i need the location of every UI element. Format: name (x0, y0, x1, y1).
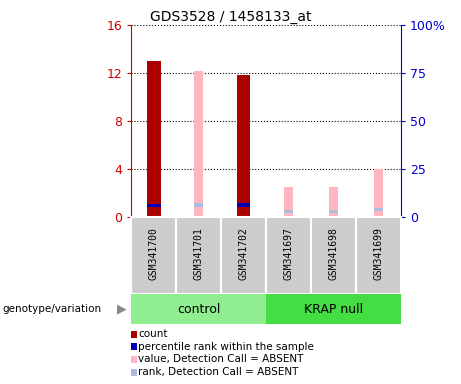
Bar (329, 187, 338, 217)
Bar (374, 208, 383, 211)
Bar (195, 71, 203, 217)
Bar (176, 217, 221, 294)
Text: GDS3528 / 1458133_at: GDS3528 / 1458133_at (150, 10, 311, 23)
Bar (356, 217, 401, 294)
Bar (131, 294, 266, 324)
Text: GSM341700: GSM341700 (149, 227, 159, 280)
Bar (266, 217, 311, 294)
Text: control: control (177, 303, 220, 316)
Text: genotype/variation: genotype/variation (2, 304, 101, 314)
Text: KRAP null: KRAP null (304, 303, 363, 316)
Text: GSM341698: GSM341698 (329, 227, 339, 280)
Text: GSM341699: GSM341699 (373, 227, 384, 280)
Text: value, Detection Call = ABSENT: value, Detection Call = ABSENT (138, 354, 304, 364)
Text: GSM341702: GSM341702 (239, 227, 249, 280)
Text: ▶: ▶ (117, 303, 127, 316)
Bar (284, 210, 293, 213)
Bar (147, 61, 160, 217)
Text: rank, Detection Call = ABSENT: rank, Detection Call = ABSENT (138, 367, 299, 377)
Bar (237, 75, 250, 217)
Bar (221, 217, 266, 294)
Bar (195, 204, 203, 207)
Bar (374, 169, 383, 217)
Bar (147, 204, 160, 207)
Bar (284, 187, 293, 217)
Text: GSM341701: GSM341701 (194, 227, 204, 280)
Text: count: count (138, 329, 168, 339)
Bar (131, 217, 176, 294)
Bar (237, 203, 250, 207)
Text: GSM341697: GSM341697 (284, 227, 294, 280)
Text: percentile rank within the sample: percentile rank within the sample (138, 342, 314, 352)
Bar (266, 294, 401, 324)
Bar (311, 217, 356, 294)
Bar (329, 210, 338, 213)
